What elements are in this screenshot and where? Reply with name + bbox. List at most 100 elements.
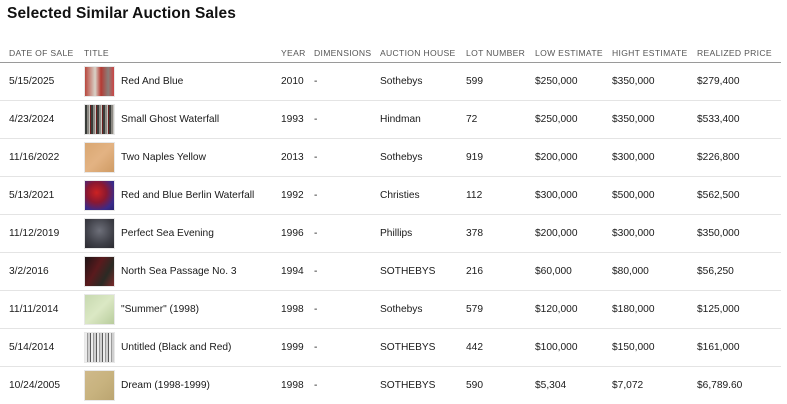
artwork-thumbnail[interactable] — [84, 104, 115, 135]
low-estimate: $60,000 — [535, 252, 612, 291]
artwork-thumbnail[interactable] — [84, 180, 115, 211]
auction-house: Sothebys — [380, 62, 466, 101]
lot-number: 579 — [466, 290, 535, 329]
high-estimate: $300,000 — [612, 138, 697, 177]
table-row[interactable]: 11/16/2022 Two Naples Yellow 2013 - Soth… — [0, 138, 781, 177]
artwork-dimensions: - — [314, 138, 380, 177]
sale-date: 11/11/2014 — [0, 290, 84, 329]
sale-date: 11/12/2019 — [0, 214, 84, 253]
low-estimate: $250,000 — [535, 100, 612, 139]
table-row[interactable]: 3/2/2016 North Sea Passage No. 3 1994 - … — [0, 252, 781, 291]
lot-number: 216 — [466, 252, 535, 291]
col-header-title[interactable]: TITLE — [84, 43, 281, 63]
artwork-title[interactable]: "Summer" (1998) — [121, 290, 281, 329]
artwork-dimensions: - — [314, 62, 380, 101]
auction-house: Hindman — [380, 100, 466, 139]
artwork-title[interactable]: Red And Blue — [121, 62, 281, 101]
realized-price: $56,250 — [697, 252, 781, 291]
artwork-year: 2013 — [281, 138, 314, 177]
artwork-thumbnail[interactable] — [84, 332, 115, 363]
low-estimate: $300,000 — [535, 176, 612, 215]
sale-date: 3/2/2016 — [0, 252, 84, 291]
artwork-thumbnail[interactable] — [84, 256, 115, 287]
sale-date: 4/23/2024 — [0, 100, 84, 139]
auction-house: Christies — [380, 176, 466, 215]
lot-number: 590 — [466, 366, 535, 404]
col-header-date[interactable]: DATE OF SALE — [0, 43, 84, 63]
low-estimate: $200,000 — [535, 138, 612, 177]
artwork-thumbnail[interactable] — [84, 218, 115, 249]
lot-number: 378 — [466, 214, 535, 253]
artwork-year: 1993 — [281, 100, 314, 139]
table-row[interactable]: 10/24/2005 Dream (1998-1999) 1998 - SOTH… — [0, 366, 781, 404]
col-header-realized-price[interactable]: REALIZED PRICE — [697, 43, 781, 63]
artwork-title[interactable]: Untitled (Black and Red) — [121, 328, 281, 367]
artwork-title[interactable]: Small Ghost Waterfall — [121, 100, 281, 139]
high-estimate: $80,000 — [612, 252, 697, 291]
lot-number: 112 — [466, 176, 535, 215]
low-estimate: $200,000 — [535, 214, 612, 253]
artwork-thumbnail[interactable] — [84, 142, 115, 173]
auction-house: SOTHEBYS — [380, 366, 466, 404]
table-row[interactable]: 11/11/2014 "Summer" (1998) 1998 - Sotheb… — [0, 290, 781, 329]
col-header-lot-number[interactable]: LOT NUMBER — [466, 43, 535, 63]
page-title: Selected Similar Auction Sales — [7, 5, 236, 22]
realized-price: $562,500 — [697, 176, 781, 215]
sale-date: 5/14/2014 — [0, 328, 84, 367]
artwork-dimensions: - — [314, 328, 380, 367]
lot-number: 599 — [466, 62, 535, 101]
realized-price: $6,789.60 — [697, 366, 781, 404]
artwork-dimensions: - — [314, 100, 380, 139]
high-estimate: $7,072 — [612, 366, 697, 404]
auction-house: Phillips — [380, 214, 466, 253]
auction-house: SOTHEBYS — [380, 252, 466, 291]
lot-number: 72 — [466, 100, 535, 139]
col-header-auction-house[interactable]: AUCTION HOUSE — [380, 43, 466, 63]
col-header-high-estimate[interactable]: HIGHT ESTIMATE — [612, 43, 697, 63]
artwork-year: 1992 — [281, 176, 314, 215]
artwork-year: 1998 — [281, 366, 314, 404]
realized-price: $226,800 — [697, 138, 781, 177]
artwork-title[interactable]: North Sea Passage No. 3 — [121, 252, 281, 291]
table-row[interactable]: 5/15/2025 Red And Blue 2010 - Sothebys 5… — [0, 62, 781, 101]
artwork-year: 1994 — [281, 252, 314, 291]
realized-price: $125,000 — [697, 290, 781, 329]
artwork-thumbnail[interactable] — [84, 294, 115, 325]
artwork-dimensions: - — [314, 290, 380, 329]
artwork-dimensions: - — [314, 176, 380, 215]
artwork-title[interactable]: Dream (1998-1999) — [121, 366, 281, 404]
table-row[interactable]: 5/13/2021 Red and Blue Berlin Waterfall … — [0, 176, 781, 215]
high-estimate: $350,000 — [612, 100, 697, 139]
realized-price: $279,400 — [697, 62, 781, 101]
sale-date: 10/24/2005 — [0, 366, 84, 404]
artwork-title[interactable]: Red and Blue Berlin Waterfall — [121, 176, 281, 215]
table-row[interactable]: 4/23/2024 Small Ghost Waterfall 1993 - H… — [0, 100, 781, 139]
artwork-thumbnail[interactable] — [84, 370, 115, 401]
artwork-title[interactable]: Two Naples Yellow — [121, 138, 281, 177]
table-row[interactable]: 5/14/2014 Untitled (Black and Red) 1999 … — [0, 328, 781, 367]
auction-house: SOTHEBYS — [380, 328, 466, 367]
sale-date: 11/16/2022 — [0, 138, 84, 177]
lot-number: 442 — [466, 328, 535, 367]
col-header-year[interactable]: YEAR — [281, 43, 314, 63]
col-header-low-estimate[interactable]: LOW ESTIMATE — [535, 43, 612, 63]
low-estimate: $100,000 — [535, 328, 612, 367]
high-estimate: $300,000 — [612, 214, 697, 253]
auction-house: Sothebys — [380, 290, 466, 329]
artwork-thumbnail[interactable] — [84, 66, 115, 97]
high-estimate: $180,000 — [612, 290, 697, 329]
artwork-year: 2010 — [281, 62, 314, 101]
low-estimate: $120,000 — [535, 290, 612, 329]
artwork-title[interactable]: Perfect Sea Evening — [121, 214, 281, 253]
high-estimate: $500,000 — [612, 176, 697, 215]
col-header-dimensions[interactable]: DIMENSIONS — [314, 43, 380, 63]
table-header-row: DATE OF SALE TITLE YEAR DIMENSIONS AUCTI… — [0, 43, 781, 63]
table-row[interactable]: 11/12/2019 Perfect Sea Evening 1996 - Ph… — [0, 214, 781, 253]
artwork-year: 1999 — [281, 328, 314, 367]
sale-date: 5/15/2025 — [0, 62, 84, 101]
artwork-dimensions: - — [314, 366, 380, 404]
low-estimate: $5,304 — [535, 366, 612, 404]
artwork-year: 1998 — [281, 290, 314, 329]
artwork-dimensions: - — [314, 252, 380, 291]
high-estimate: $350,000 — [612, 62, 697, 101]
